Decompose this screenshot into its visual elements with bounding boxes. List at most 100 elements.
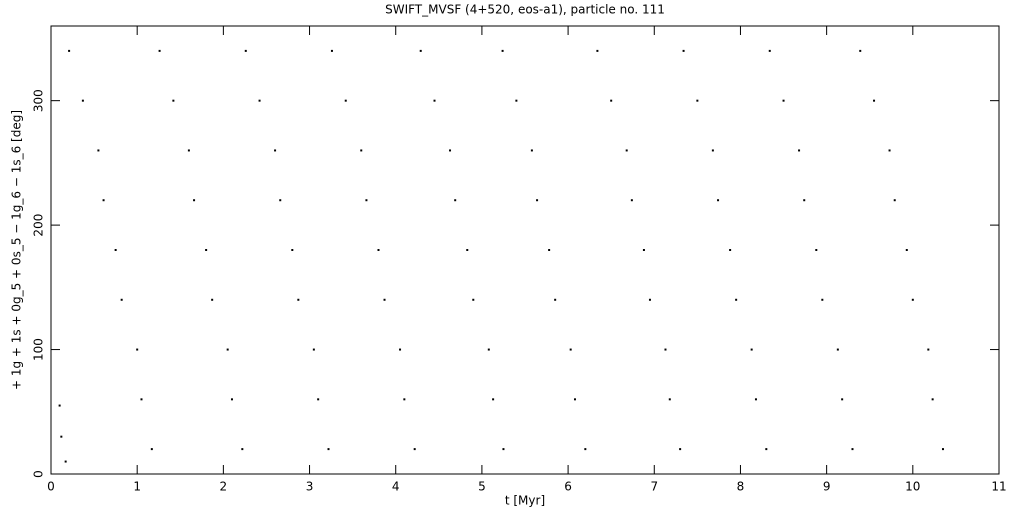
point: [927, 348, 930, 351]
x-tick-label: 1: [133, 480, 141, 494]
point: [158, 49, 161, 52]
point: [668, 398, 671, 401]
x-tick-label: 6: [564, 480, 572, 494]
point: [754, 398, 757, 401]
point: [851, 448, 854, 451]
point: [682, 49, 685, 52]
point: [941, 448, 944, 451]
point: [911, 298, 914, 301]
point: [365, 199, 368, 202]
x-tick-label: 11: [991, 480, 1006, 494]
point: [625, 149, 628, 152]
point: [554, 298, 557, 301]
point: [172, 99, 175, 102]
x-tick-label: 7: [650, 480, 658, 494]
point: [244, 49, 247, 52]
point: [679, 448, 682, 451]
y-axis-label: + 1g + 1s + 0g_5 + 0s_5 − 1g_6 − 1s_6 [d…: [10, 110, 24, 390]
y-tick-label: 0: [32, 470, 46, 478]
point: [226, 348, 229, 351]
point: [97, 149, 100, 152]
point: [768, 49, 771, 52]
point: [433, 99, 436, 102]
point: [841, 398, 844, 401]
point: [782, 99, 785, 102]
point: [893, 199, 896, 202]
x-tick-label: 9: [823, 480, 831, 494]
point: [696, 99, 699, 102]
point: [327, 448, 330, 451]
point: [211, 298, 214, 301]
point: [114, 249, 117, 251]
point: [584, 448, 587, 451]
chart-title: SWIFT_MVSF (4+520, eos-a1), particle no.…: [385, 3, 665, 17]
point: [291, 249, 294, 251]
point: [711, 149, 714, 152]
x-tick-label: 5: [478, 480, 486, 494]
point: [449, 149, 452, 152]
point: [136, 348, 139, 351]
point: [931, 398, 934, 401]
point: [648, 298, 651, 301]
point: [383, 298, 386, 301]
point: [241, 448, 244, 451]
point: [344, 99, 347, 102]
point: [803, 199, 806, 202]
point: [548, 249, 551, 251]
point: [205, 249, 208, 251]
point: [735, 298, 738, 301]
point: [312, 348, 315, 351]
point: [888, 149, 891, 152]
point: [873, 99, 876, 102]
point: [466, 249, 469, 251]
point: [274, 149, 277, 152]
point: [102, 199, 105, 202]
x-tick-label: 0: [47, 480, 55, 494]
point: [642, 249, 645, 251]
point: [330, 49, 333, 52]
y-tick-label: 200: [32, 214, 46, 237]
point: [413, 448, 416, 451]
point: [492, 398, 495, 401]
point: [472, 298, 475, 301]
point: [403, 398, 406, 401]
point: [487, 348, 490, 351]
point: [317, 398, 320, 401]
point: [717, 199, 720, 202]
point: [536, 199, 539, 202]
point: [596, 49, 599, 52]
point: [798, 149, 801, 152]
point: [750, 348, 753, 351]
point: [765, 448, 768, 451]
point: [836, 348, 839, 351]
x-tick-label: 10: [905, 480, 920, 494]
point: [630, 199, 633, 202]
point: [515, 99, 518, 102]
point: [419, 49, 422, 52]
point: [81, 99, 84, 102]
point: [729, 249, 732, 251]
point: [193, 199, 196, 202]
point: [399, 348, 402, 351]
point: [187, 149, 190, 152]
point: [454, 199, 457, 202]
y-tick-label: 300: [32, 89, 46, 112]
point: [502, 448, 505, 451]
point: [60, 435, 63, 438]
point: [664, 348, 667, 351]
point: [573, 398, 576, 401]
point: [258, 99, 261, 102]
point: [58, 404, 61, 407]
point: [905, 249, 908, 251]
point: [230, 398, 233, 401]
point: [569, 348, 572, 351]
point: [530, 149, 533, 152]
x-tick-label: 8: [737, 480, 745, 494]
point: [821, 298, 824, 301]
x-tick-label: 3: [306, 480, 314, 494]
y-tick-label: 100: [32, 338, 46, 361]
point: [610, 99, 613, 102]
point: [120, 298, 123, 301]
point: [140, 398, 143, 401]
